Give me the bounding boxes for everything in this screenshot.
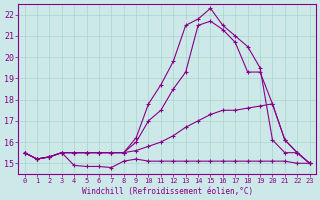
X-axis label: Windchill (Refroidissement éolien,°C): Windchill (Refroidissement éolien,°C): [82, 187, 253, 196]
